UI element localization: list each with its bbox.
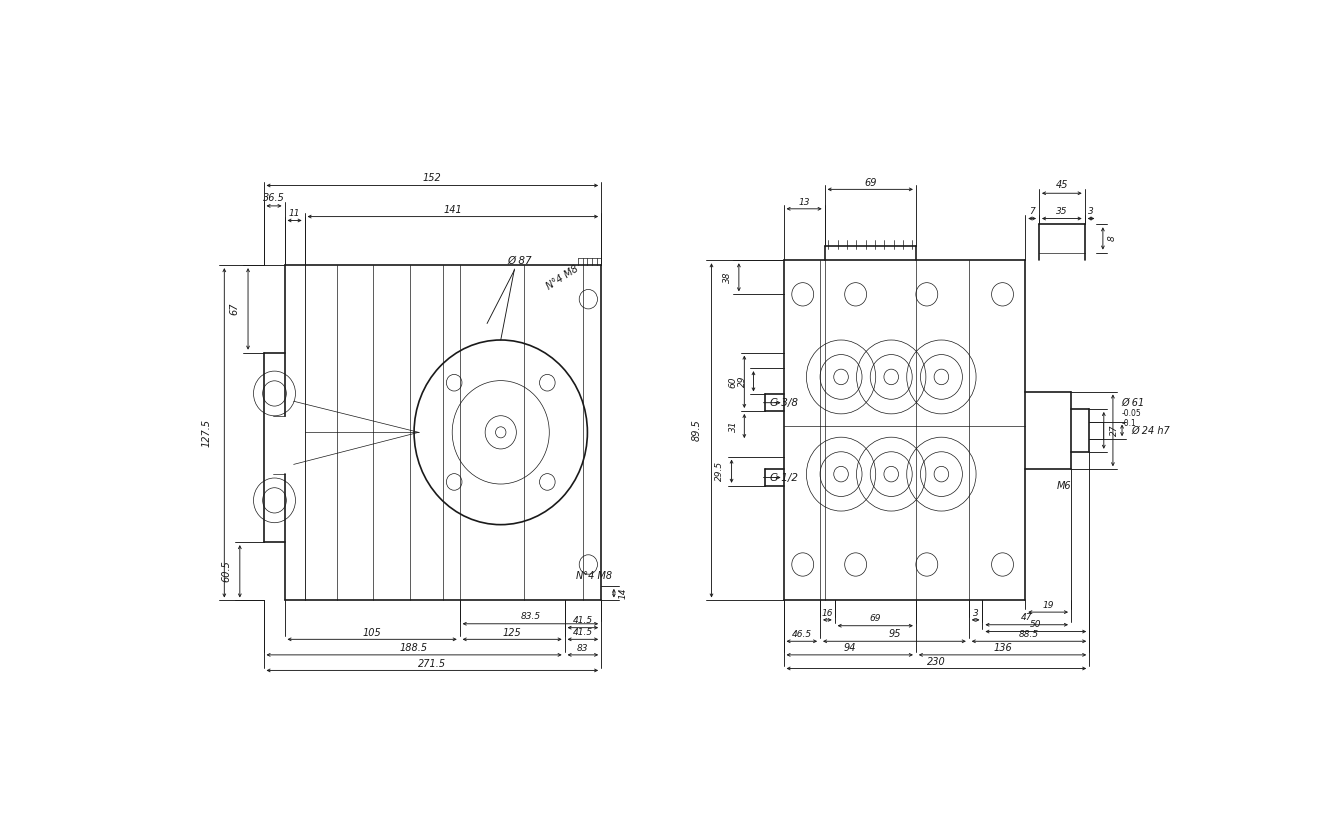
Text: 47: 47 xyxy=(1021,613,1032,622)
Text: 46.5: 46.5 xyxy=(792,630,812,639)
Text: 69: 69 xyxy=(870,615,880,623)
Text: 67: 67 xyxy=(229,302,239,315)
Text: M6: M6 xyxy=(1056,481,1071,491)
Text: 41.5: 41.5 xyxy=(573,616,593,626)
Text: G 1/2: G 1/2 xyxy=(770,472,798,482)
Text: Ø 24 h7: Ø 24 h7 xyxy=(1131,426,1170,436)
Text: 271.5: 271.5 xyxy=(419,659,447,669)
Text: 136: 136 xyxy=(993,643,1012,653)
Text: 188.5: 188.5 xyxy=(400,643,428,653)
Text: 45: 45 xyxy=(1056,181,1068,191)
Text: Ø 87: Ø 87 xyxy=(507,257,533,267)
Text: -0.05: -0.05 xyxy=(1121,409,1141,418)
Text: 125: 125 xyxy=(503,627,522,637)
Text: 89.5: 89.5 xyxy=(692,420,702,441)
Text: 35: 35 xyxy=(1056,207,1068,217)
Text: Ø 61: Ø 61 xyxy=(1121,398,1145,408)
Text: 29: 29 xyxy=(738,376,747,387)
Text: 14: 14 xyxy=(619,587,628,599)
Text: 7: 7 xyxy=(1029,207,1035,217)
Text: 31: 31 xyxy=(729,421,738,431)
Text: 8: 8 xyxy=(1107,236,1117,242)
Text: 60: 60 xyxy=(729,376,738,387)
Text: 88.5: 88.5 xyxy=(1019,630,1039,639)
Text: 27: 27 xyxy=(1110,425,1119,436)
Text: 16: 16 xyxy=(821,609,833,617)
Text: 127.5: 127.5 xyxy=(201,419,211,446)
Text: N°4 M8: N°4 M8 xyxy=(577,571,612,581)
Text: 19: 19 xyxy=(1043,601,1053,610)
Text: 83.5: 83.5 xyxy=(521,612,541,621)
Text: 3: 3 xyxy=(973,609,978,617)
Text: 41.5: 41.5 xyxy=(573,628,593,637)
Text: N°4 M8: N°4 M8 xyxy=(545,264,580,292)
Text: 94: 94 xyxy=(844,643,856,653)
Text: 60.5: 60.5 xyxy=(221,561,231,582)
Text: 69: 69 xyxy=(864,177,876,187)
Text: 105: 105 xyxy=(362,627,381,637)
Text: 13: 13 xyxy=(798,197,809,207)
Text: 230: 230 xyxy=(927,656,946,666)
Text: 38: 38 xyxy=(723,272,733,283)
Text: 95: 95 xyxy=(888,630,900,640)
Text: 152: 152 xyxy=(423,172,442,182)
Text: 3: 3 xyxy=(1088,207,1094,217)
Text: 29.5: 29.5 xyxy=(715,461,725,481)
Text: 11: 11 xyxy=(289,209,301,218)
Text: 83: 83 xyxy=(577,644,589,652)
Text: 141: 141 xyxy=(443,205,462,215)
Text: 50: 50 xyxy=(1031,621,1041,629)
Text: 36.5: 36.5 xyxy=(263,193,285,203)
Text: G 3/8: G 3/8 xyxy=(770,397,798,407)
Text: -0.1: -0.1 xyxy=(1121,419,1135,428)
